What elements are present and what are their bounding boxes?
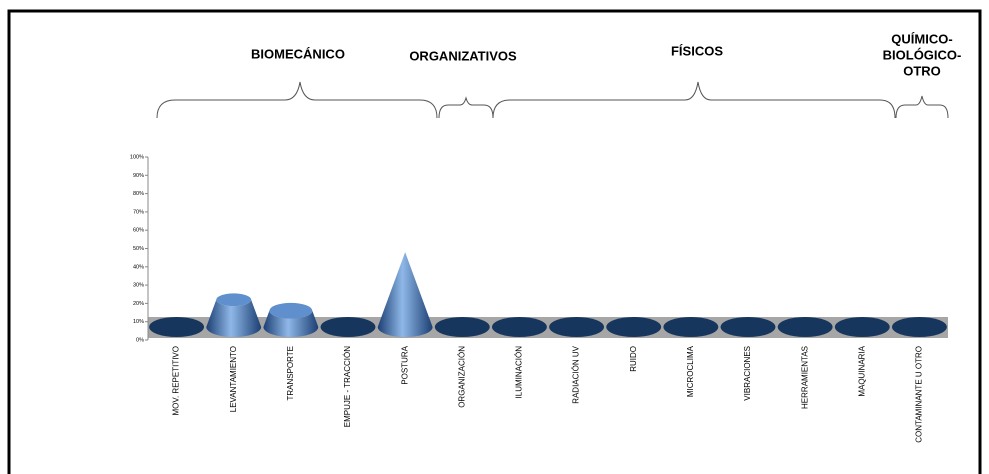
cone-body (377, 252, 433, 337)
cone-body (206, 299, 262, 337)
y-tick-label: 50% (133, 246, 144, 252)
group-label: ORGANIZATIVOS (409, 48, 517, 63)
cone-top (269, 302, 313, 319)
cone (206, 293, 262, 337)
x-tick-label: POSTURA (400, 345, 409, 384)
cone-base (434, 317, 490, 337)
cone (834, 317, 890, 337)
y-tick-label: 60% (133, 228, 144, 234)
cone (492, 317, 547, 337)
cone (892, 317, 947, 337)
x-tick-label: LEVANTAMIENTO (229, 346, 238, 412)
group-label: FÍSICOS (671, 43, 723, 58)
group-label: BIOMECÁNICO (251, 46, 345, 61)
group-label: OTRO (903, 63, 941, 78)
cone-base (892, 317, 947, 337)
cone-base (834, 317, 890, 337)
x-tick-label: ILUMINACIÓN (515, 346, 524, 399)
x-tick-label: VIBRACIONES (743, 346, 752, 401)
y-tick-label: 10% (133, 319, 144, 325)
x-tick-label: TRANSPORTE (286, 346, 295, 401)
y-tick-label: 0% (136, 337, 144, 343)
x-tick-label: MICROCLIMA (686, 345, 695, 397)
cone (263, 302, 319, 337)
frame (7, 9, 982, 474)
group-label: QUÍMICO- (891, 31, 952, 46)
cone-body (263, 310, 319, 337)
cone (777, 317, 833, 337)
x-tick-label: RADIACIÓN UV (572, 345, 581, 403)
x-tick-label: HERRAMIENTAS (800, 346, 809, 409)
y-tick-label: 70% (133, 209, 144, 215)
x-tick-label: EMPUJE - TRACCIÓN (343, 346, 352, 427)
cone-base (720, 317, 776, 337)
braces (156, 81, 949, 119)
cone (720, 317, 776, 337)
x-tick-label: MOV. REPETITIVO (172, 346, 181, 416)
x-tick-label: MAQUINARIA (857, 345, 866, 396)
cone (149, 317, 204, 337)
cone (549, 317, 604, 337)
cone (663, 317, 719, 337)
cone (320, 317, 376, 337)
cone-base (549, 317, 604, 337)
y-tick-label: 20% (133, 301, 144, 307)
cone (606, 317, 662, 337)
cone (377, 252, 433, 337)
y-tick-label: 40% (133, 264, 144, 270)
cone-base (492, 317, 547, 337)
cone-base (663, 317, 719, 337)
x-tick-label: RUIDO (629, 346, 638, 372)
cone-top (216, 293, 252, 307)
y-tick-label: 100% (130, 154, 144, 160)
group-label: BIOLÓGICO- (883, 47, 962, 62)
x-tick-label: CONTAMINANTE U OTRO (915, 346, 924, 443)
y-tick-label: 90% (133, 173, 144, 179)
cone-base (149, 317, 204, 337)
y-tick-label: 80% (133, 191, 144, 197)
x-tick-label: ORGANIZACIÓN (457, 346, 466, 408)
cone-base (777, 317, 833, 337)
y-tick-label: 30% (133, 283, 144, 289)
cone-base (606, 317, 662, 337)
cone-base (320, 317, 376, 337)
cone (434, 317, 490, 337)
